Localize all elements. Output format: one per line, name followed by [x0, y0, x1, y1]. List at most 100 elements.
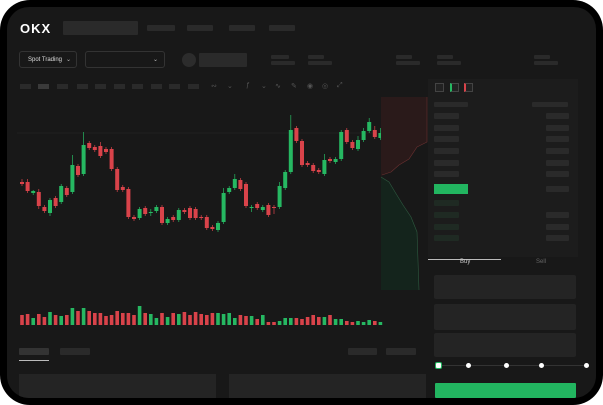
- timeframe-button[interactable]: [169, 84, 180, 89]
- candle-body: [316, 170, 321, 172]
- camera-icon[interactable]: ◉: [307, 83, 314, 90]
- candle-body: [25, 182, 30, 191]
- pair-dropdown[interactable]: ⌄: [85, 51, 165, 68]
- orderbook-amount: [546, 136, 569, 142]
- candle-body: [165, 219, 170, 223]
- slider-step[interactable]: [539, 363, 544, 368]
- orders-panel: [19, 374, 216, 398]
- volume-bar: [65, 315, 69, 325]
- volume-bar: [272, 322, 276, 325]
- slider-step[interactable]: [504, 363, 509, 368]
- orderbook-price[interactable]: [434, 171, 459, 177]
- candle-body: [350, 142, 355, 148]
- timeframe-button[interactable]: [77, 84, 88, 89]
- volume-bar: [373, 321, 377, 325]
- orderbook-bids-icon[interactable]: [450, 83, 459, 92]
- candle-body: [132, 217, 136, 219]
- orderbook-price[interactable]: [434, 200, 459, 206]
- orderbook-price[interactable]: [434, 160, 459, 166]
- candle-body: [260, 207, 265, 210]
- line-icon[interactable]: ∿: [275, 83, 281, 90]
- candle-body: [255, 204, 260, 208]
- timeframe-button[interactable]: [188, 84, 199, 89]
- timeframe-button-active[interactable]: [38, 84, 49, 89]
- volume-bar: [143, 313, 147, 325]
- timeframe-button[interactable]: [132, 84, 143, 89]
- volume-bar: [31, 318, 35, 325]
- orderbook-price[interactable]: [434, 113, 459, 119]
- chart-type-icon[interactable]: ∾: [211, 83, 217, 90]
- fullscreen-icon[interactable]: ⤢: [337, 82, 343, 89]
- timeframe-button[interactable]: [20, 84, 31, 89]
- buy-button[interactable]: [435, 383, 576, 398]
- candle-body: [137, 209, 142, 218]
- slider-handle[interactable]: [435, 362, 442, 369]
- orderbook-both-icon[interactable]: [435, 83, 444, 92]
- chevron-down-icon[interactable]: ⌄: [261, 83, 267, 90]
- tab-order-history[interactable]: [60, 348, 90, 355]
- slider-step[interactable]: [584, 363, 589, 368]
- volume-bar: [121, 313, 125, 325]
- volume-bar: [137, 306, 142, 325]
- orderbook-price[interactable]: [434, 224, 459, 230]
- orderbook-price[interactable]: [434, 235, 459, 241]
- sell-tab[interactable]: Sell: [536, 259, 547, 265]
- amount-input[interactable]: [434, 304, 576, 330]
- nav-item[interactable]: [269, 25, 295, 31]
- slider-track[interactable]: [439, 365, 587, 366]
- candle-body: [148, 212, 153, 213]
- candle-body: [109, 149, 114, 169]
- timeframe-button[interactable]: [151, 84, 162, 89]
- volume-bar: [300, 319, 304, 325]
- buy-tab[interactable]: Buy: [460, 259, 471, 265]
- candle-body: [378, 133, 383, 138]
- candle-body: [81, 145, 86, 174]
- volume-bar: [25, 314, 30, 325]
- indicator-icon[interactable]: ƒ: [246, 82, 250, 89]
- volume-bar: [193, 312, 198, 325]
- nav-item[interactable]: [187, 25, 213, 31]
- volume-bar: [333, 319, 338, 325]
- ruler-icon[interactable]: ✎: [291, 83, 297, 90]
- price-input[interactable]: [434, 275, 576, 299]
- tab-open-orders[interactable]: [19, 348, 49, 355]
- candle-body: [361, 131, 366, 140]
- nav-item[interactable]: [229, 25, 255, 31]
- timeframe-button[interactable]: [114, 84, 125, 89]
- settings-icon[interactable]: ◎: [322, 83, 329, 90]
- volume-bar: [266, 322, 271, 325]
- timeframe-button[interactable]: [95, 84, 106, 89]
- chevron-down-icon[interactable]: ⌄: [227, 83, 233, 90]
- orderbook-amount: [546, 224, 569, 230]
- candle-body: [227, 188, 232, 192]
- filter-button[interactable]: [386, 348, 416, 355]
- candle-body: [300, 141, 304, 165]
- orderbook-price[interactable]: [434, 148, 459, 154]
- slider-step[interactable]: [466, 363, 471, 368]
- volume-bar: [70, 308, 75, 325]
- total-input[interactable]: [434, 333, 576, 357]
- orderbook-amount: [546, 212, 569, 218]
- candle-body: [36, 192, 41, 206]
- candle-body: [98, 146, 103, 156]
- volume-bar: [356, 321, 360, 325]
- volume-bar: [205, 315, 209, 325]
- timeframe-button[interactable]: [57, 84, 68, 89]
- orderbook-price[interactable]: [434, 212, 459, 218]
- volume-bar: [345, 321, 349, 325]
- volume-bar: [221, 314, 226, 325]
- candle-body: [188, 208, 192, 218]
- filter-button[interactable]: [348, 348, 377, 355]
- orderbook-price[interactable]: [434, 125, 459, 131]
- nav-item[interactable]: [147, 25, 175, 31]
- search-bar[interactable]: [63, 21, 138, 35]
- orderbook-price[interactable]: [434, 136, 459, 142]
- orderbook-asks-icon[interactable]: [464, 83, 473, 92]
- candlestick-chart[interactable]: [7, 7, 596, 398]
- candle-body: [311, 165, 316, 171]
- volume-bar: [311, 315, 315, 325]
- market-type-dropdown[interactable]: Spot Trading ⌄: [19, 51, 77, 68]
- volume-bar: [283, 318, 287, 325]
- orderbook-amount: [546, 160, 569, 166]
- okx-logo[interactable]: OKX: [20, 21, 52, 36]
